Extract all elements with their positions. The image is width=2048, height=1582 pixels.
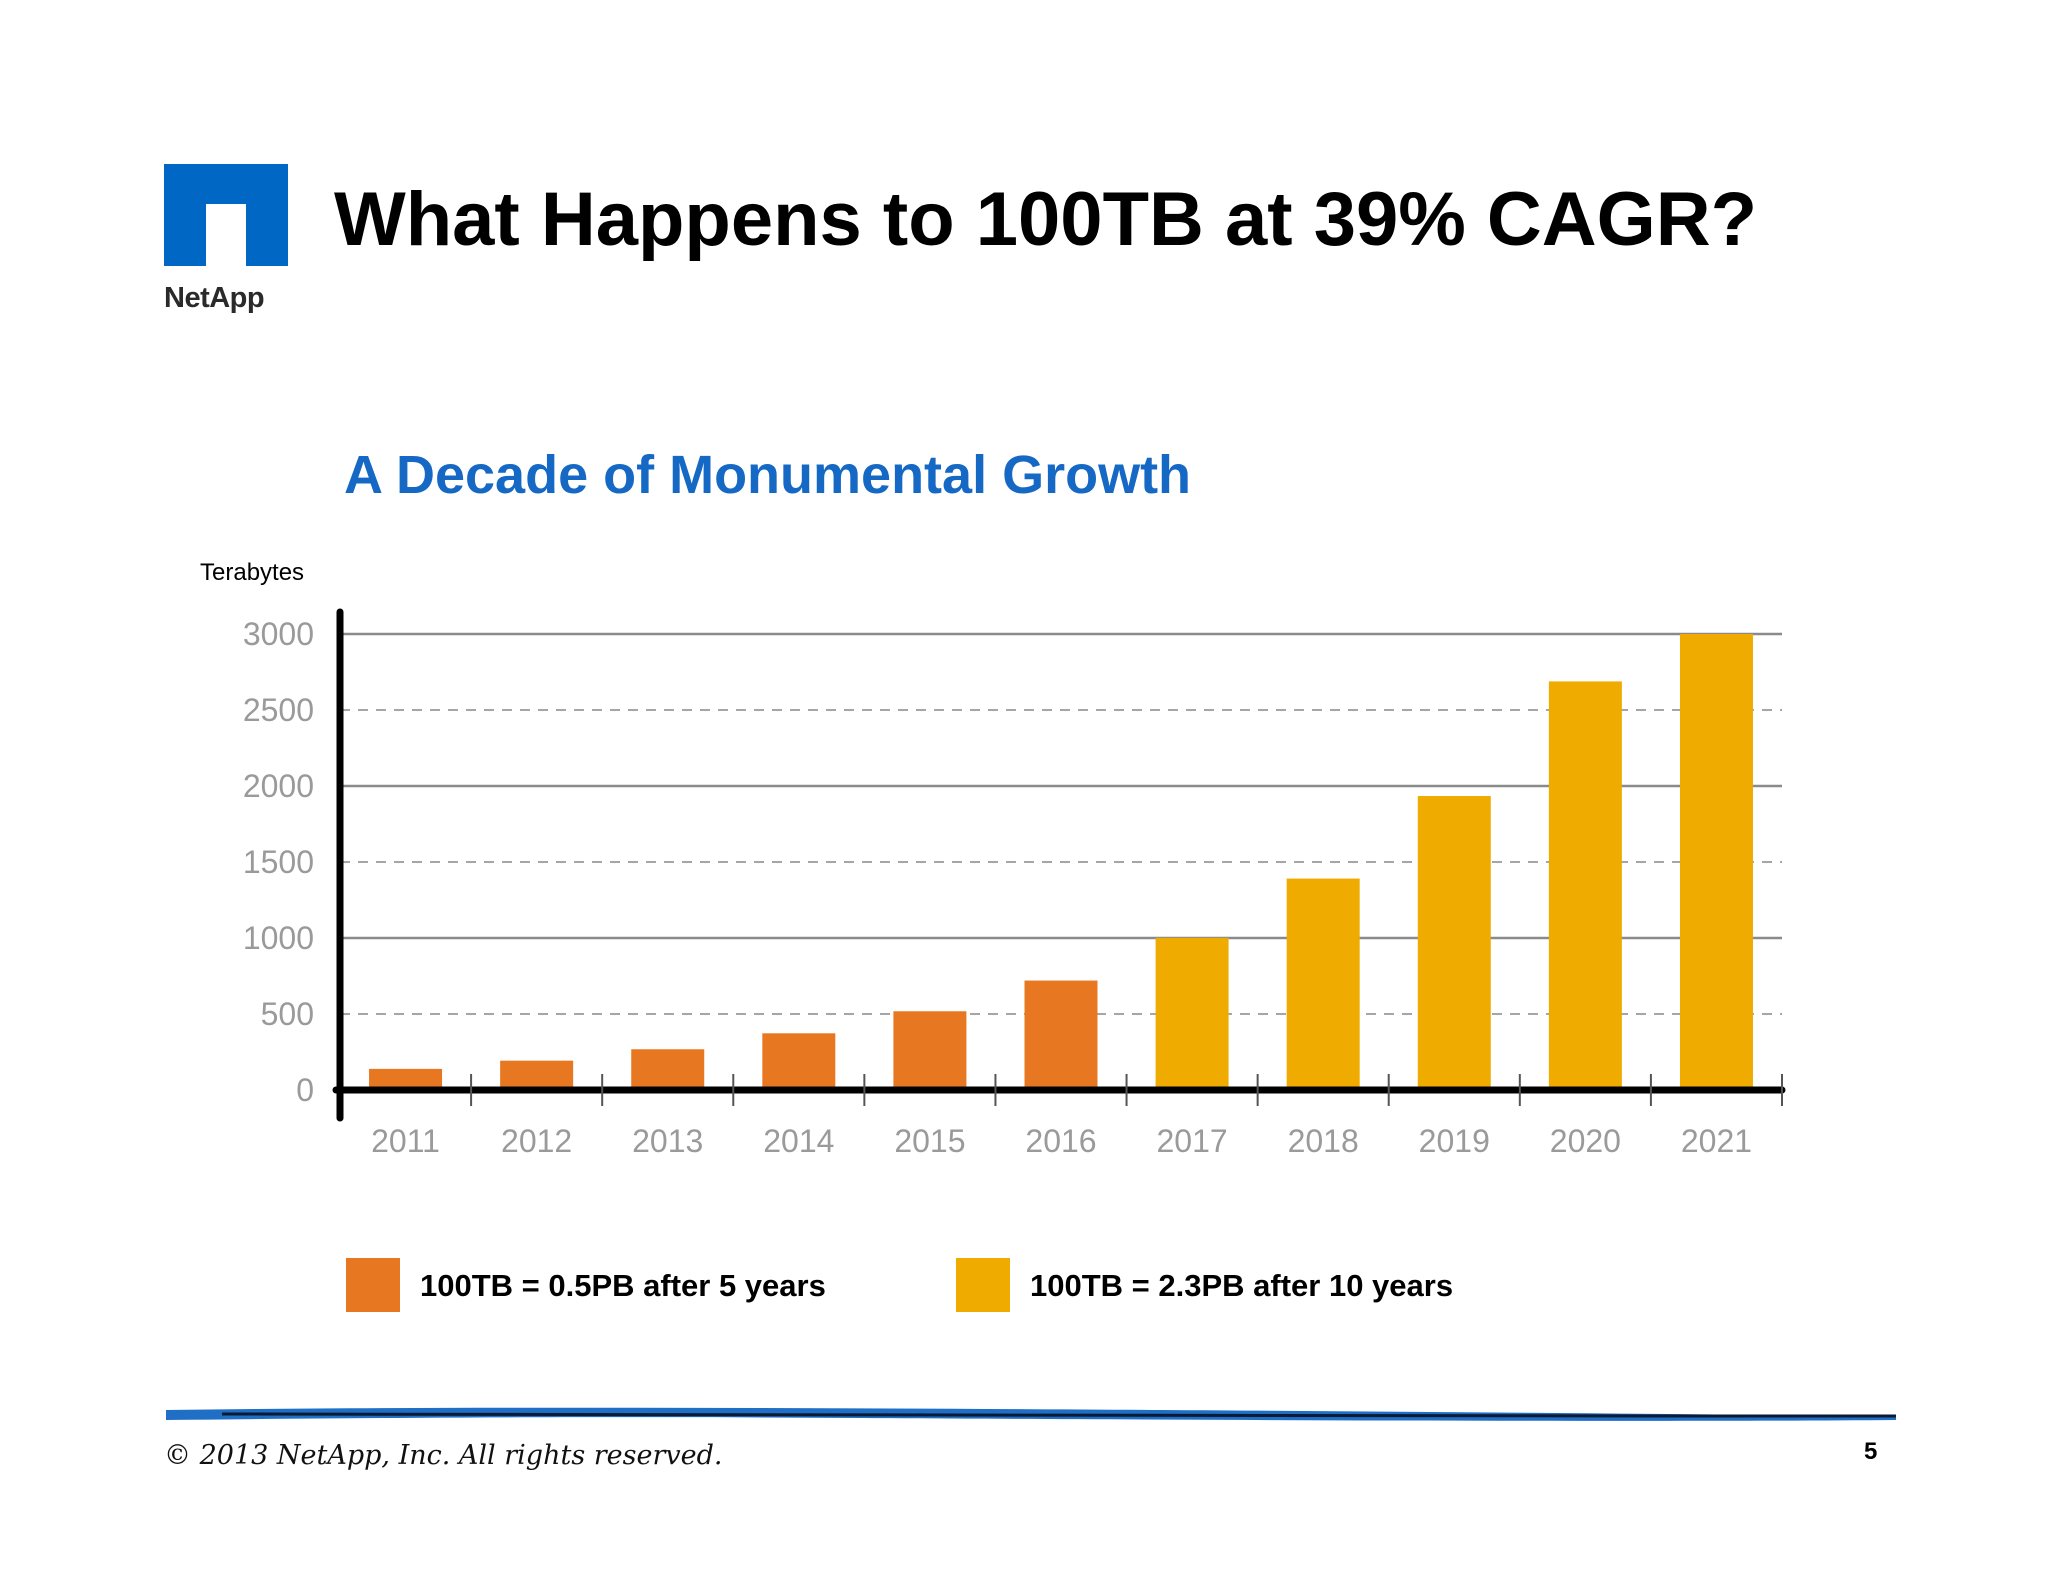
chart-title: A Decade of Monumental Growth xyxy=(344,445,1192,505)
y-axis-title: Terabytes xyxy=(200,559,304,586)
legend-label: 100TB = 0.5PB after 5 years xyxy=(420,1268,826,1303)
y-tick-label-1000: 1000 xyxy=(243,920,314,956)
bar-2014 xyxy=(762,1033,836,1090)
x-axis-ticks: 2011 2012 2013 2014 2015 2016 2017 2018 2019 2020… xyxy=(371,1123,1752,1159)
x-tick-label-2013: 2013 xyxy=(632,1123,703,1159)
x-tick-label-2015: 2015 xyxy=(894,1123,965,1159)
y-tick-label-1500: 1500 xyxy=(243,844,314,880)
legend-swatch xyxy=(346,1258,400,1312)
x-tick-label-2014: 2014 xyxy=(763,1123,834,1159)
y-tick-label-2500: 2500 xyxy=(243,692,314,728)
bar-2012 xyxy=(500,1060,574,1090)
bars xyxy=(369,634,1753,1090)
page-title: What Happens to 100TB at 39% CAGR? xyxy=(334,177,1758,262)
x-tick-label-2019: 2019 xyxy=(1419,1123,1490,1159)
legend-label: 100TB = 2.3PB after 10 years xyxy=(1030,1268,1454,1303)
bar-2011 xyxy=(369,1068,443,1090)
bar-2019 xyxy=(1417,796,1491,1090)
page-number: 5 xyxy=(1864,1438,1878,1465)
bar-2013 xyxy=(631,1049,705,1090)
bar-2020 xyxy=(1548,681,1622,1090)
bar-2018 xyxy=(1286,878,1360,1090)
logo-wordmark: NetApp xyxy=(164,282,265,314)
bar-2015 xyxy=(893,1011,967,1090)
y-tick-label-0: 0 xyxy=(296,1072,314,1108)
x-tick-label-2017: 2017 xyxy=(1156,1123,1227,1159)
y-tick-label-500: 500 xyxy=(261,996,314,1032)
bar-2021 xyxy=(1679,634,1753,1090)
footer-brush-line xyxy=(166,1407,1896,1421)
bar-2017 xyxy=(1155,937,1229,1090)
y-axis-ticks: 0 500 1000 1500 2000 2500 3000 xyxy=(243,616,314,1108)
y-tick-label-2000: 2000 xyxy=(243,768,314,804)
x-tick-label-2016: 2016 xyxy=(1025,1123,1096,1159)
legend-swatch xyxy=(956,1258,1010,1312)
x-tick-label-2018: 2018 xyxy=(1288,1123,1359,1159)
axes xyxy=(332,608,1786,1122)
x-tick-label-2021: 2021 xyxy=(1681,1123,1752,1159)
y-tick-label-3000: 3000 xyxy=(243,616,314,652)
bar-2016 xyxy=(1024,980,1098,1090)
copyright-text: © 2013 NetApp, Inc. All rights reserved. xyxy=(164,1440,723,1471)
x-tick-label-2012: 2012 xyxy=(501,1123,572,1159)
x-tick-label-2011: 2011 xyxy=(371,1123,440,1159)
netapp-logo-icon xyxy=(164,164,288,266)
x-tick-label-2020: 2020 xyxy=(1550,1123,1621,1159)
